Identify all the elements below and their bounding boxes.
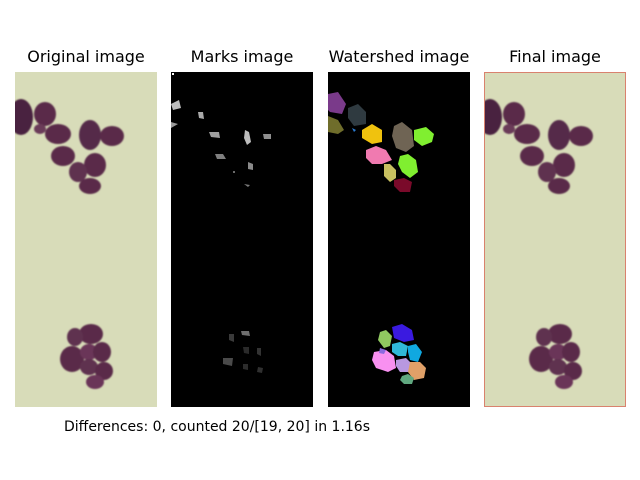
marks-image-panel [171, 72, 313, 407]
watershed-image-title: Watershed image [328, 47, 470, 66]
final-image [484, 72, 626, 407]
watershed-image-panel [328, 72, 470, 407]
final-image-title: Final image [509, 47, 601, 66]
original-image-title: Original image [27, 47, 145, 66]
marks-image-title: Marks image [190, 47, 294, 66]
marks-image [171, 72, 313, 407]
watershed-image [328, 72, 470, 407]
original-image [15, 72, 157, 407]
original-image-panel [15, 72, 157, 407]
differences-summary: Differences: 0, counted 20/[19, 20] in 1… [64, 419, 371, 435]
final-image-panel [484, 72, 626, 407]
